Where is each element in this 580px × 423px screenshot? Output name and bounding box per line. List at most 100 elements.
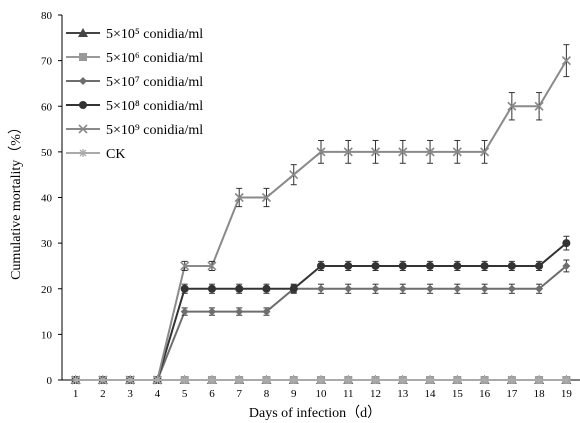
data-point [207, 284, 216, 293]
legend-label: 5×10⁵ conidia/ml [106, 27, 203, 42]
data-point [180, 261, 190, 271]
legend-marker [79, 77, 87, 85]
series-6 [71, 376, 571, 384]
legend-marker [79, 149, 87, 157]
y-tick-label: 30 [41, 238, 53, 250]
legend-label: 5×10⁶ conidia/ml [106, 51, 203, 66]
x-tick-label: 18 [534, 388, 546, 400]
legend-marker [79, 101, 87, 109]
x-tick-label: 14 [425, 388, 437, 400]
data-point [262, 307, 271, 316]
data-point [398, 261, 407, 270]
x-tick-label: 10 [316, 388, 328, 400]
y-tick-label: 20 [41, 284, 53, 296]
data-point [344, 261, 353, 270]
data-point [562, 376, 571, 384]
legend-item: 5×10⁵ conidia/ml [66, 27, 203, 42]
data-point [153, 376, 162, 384]
data-point [534, 101, 544, 111]
legend-item: 5×10⁷ conidia/ml [66, 75, 203, 90]
legend-marker [78, 124, 88, 134]
data-point [480, 147, 490, 157]
data-point [344, 376, 353, 384]
data-point [371, 284, 380, 293]
legend: 5×10⁵ conidia/ml 5×10⁶ conidia/ml 5×10⁷ co… [66, 27, 203, 162]
data-point [180, 284, 189, 293]
data-point [317, 261, 325, 270]
x-tick-label: 13 [397, 388, 409, 400]
data-point [262, 376, 271, 384]
legend-marker [78, 28, 88, 37]
data-point [235, 284, 244, 293]
data-point [535, 261, 544, 270]
data-point [398, 147, 408, 157]
x-tick-label: 3 [127, 388, 133, 400]
y-axis-label: Cumulative mortality（%） [8, 120, 24, 280]
x-tick-label: 4 [155, 388, 161, 400]
legend-label: 5×10⁹ conidia/ml [106, 123, 203, 138]
legend-label: 5×10⁸ conidia/ml [106, 99, 203, 114]
x-tick-label: 11 [343, 388, 354, 400]
data-point [180, 307, 189, 316]
x-tick-label: 5 [182, 388, 188, 400]
data-point [535, 284, 544, 293]
data-point [535, 376, 544, 384]
data-point [371, 376, 380, 384]
legend-item: CK [66, 147, 125, 162]
data-point [426, 261, 435, 270]
data-point [371, 261, 380, 270]
data-point [480, 376, 489, 384]
data-point [71, 376, 80, 384]
x-tick-label: 16 [479, 388, 491, 400]
data-point [453, 284, 462, 293]
y-tick-label: 70 [41, 56, 53, 68]
data-point [289, 284, 298, 293]
legend-label: 5×10⁷ conidia/ml [106, 75, 203, 90]
x-tick-label: 8 [264, 388, 270, 400]
data-point [452, 147, 462, 157]
data-point [207, 376, 216, 384]
data-point [480, 284, 489, 293]
x-tick-label: 12 [370, 388, 381, 400]
data-point [425, 147, 435, 157]
x-tick-label: 9 [291, 388, 297, 400]
y-tick-label: 80 [41, 10, 53, 22]
data-point [426, 376, 435, 384]
series-5 [71, 44, 571, 385]
data-point [507, 261, 516, 270]
data-point [261, 192, 272, 203]
x-tick-label: 6 [209, 388, 215, 400]
data-point [507, 101, 517, 111]
data-point [426, 284, 435, 293]
y-tick-label: 50 [41, 147, 53, 159]
x-tick-label: 15 [452, 388, 464, 400]
data-point [289, 376, 298, 384]
legend-item: 5×10⁹ conidia/ml [66, 123, 203, 138]
y-tick-label: 40 [41, 193, 53, 205]
series-3 [71, 259, 571, 384]
y-tick-label: 60 [41, 101, 53, 113]
legend-marker [79, 53, 87, 61]
data-point [507, 284, 516, 293]
legend-item: 5×10⁸ conidia/ml [66, 99, 203, 114]
legend-label: CK [106, 147, 125, 162]
data-point [262, 284, 271, 293]
data-point [180, 376, 189, 384]
data-point [480, 261, 489, 270]
x-tick-label: 1 [73, 388, 79, 400]
series-line [75, 265, 568, 381]
data-point [453, 261, 462, 270]
data-point [398, 284, 407, 293]
data-point [507, 376, 516, 384]
data-point [316, 147, 326, 157]
data-point [453, 376, 462, 384]
data-point [98, 376, 107, 384]
data-point [207, 307, 216, 316]
data-point [289, 170, 299, 180]
x-tick-label: 2 [100, 388, 106, 400]
data-point [235, 307, 244, 316]
data-point [235, 376, 244, 384]
data-point [207, 261, 217, 271]
x-tick-label: 19 [561, 388, 573, 400]
